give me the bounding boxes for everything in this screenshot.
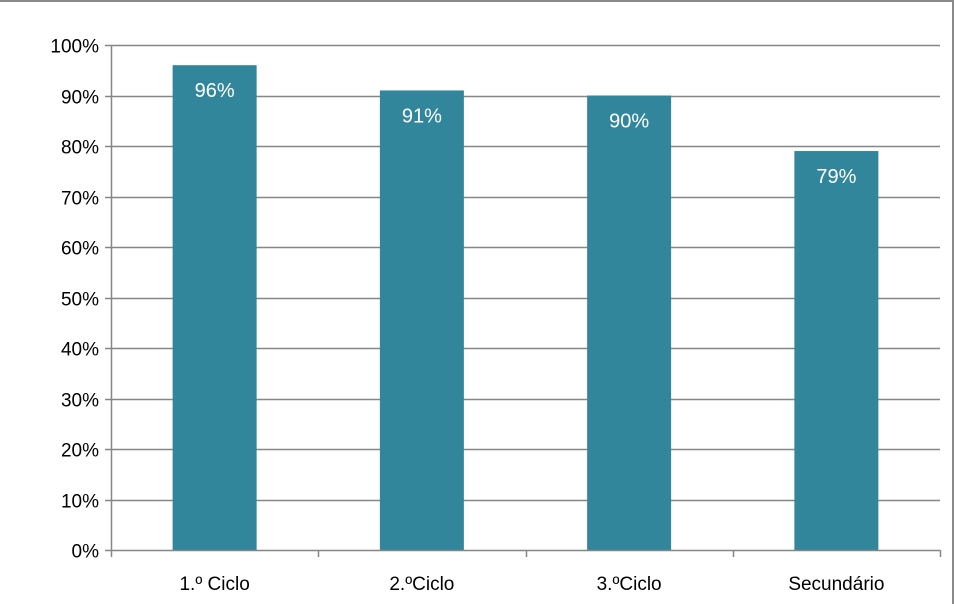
x-tick-label: 3.ºCiclo	[597, 574, 662, 595]
data-label: 91%	[402, 105, 442, 127]
y-tick-label: 0%	[72, 542, 100, 563]
data-label: 79%	[816, 166, 856, 188]
x-tick-label: 1.º Ciclo	[179, 574, 249, 595]
y-tick-label: 70%	[61, 189, 99, 210]
x-tick-label: 2.ºCiclo	[389, 574, 454, 595]
y-tick-label: 40%	[61, 340, 99, 361]
x-tick-label: Secundário	[788, 574, 884, 595]
y-tick-label: 30%	[61, 391, 99, 412]
bar	[794, 151, 879, 551]
bars	[172, 65, 879, 551]
y-tick-label: 80%	[61, 138, 99, 159]
y-tick-label: 10%	[61, 492, 99, 513]
y-tick-label: 60%	[61, 239, 99, 260]
x-tick-labels: 1.º Ciclo 2.ºCiclo 3.ºCiclo Secundário	[179, 574, 884, 595]
bar	[172, 65, 257, 550]
y-tick-label: 100%	[50, 37, 99, 58]
bar	[379, 90, 464, 550]
y-tick-label: 20%	[61, 441, 99, 462]
axes	[105, 44, 942, 557]
y-tick-labels: 0% 10% 20% 30% 40% 50% 60% 70% 80% 90% 100%	[50, 37, 99, 563]
bar	[587, 95, 672, 550]
y-tick-label: 50%	[61, 290, 99, 311]
data-labels: 96% 91% 90% 79%	[195, 80, 857, 188]
y-tick-label: 90%	[61, 88, 99, 109]
data-label: 90%	[609, 111, 649, 133]
data-label: 96%	[195, 80, 235, 102]
